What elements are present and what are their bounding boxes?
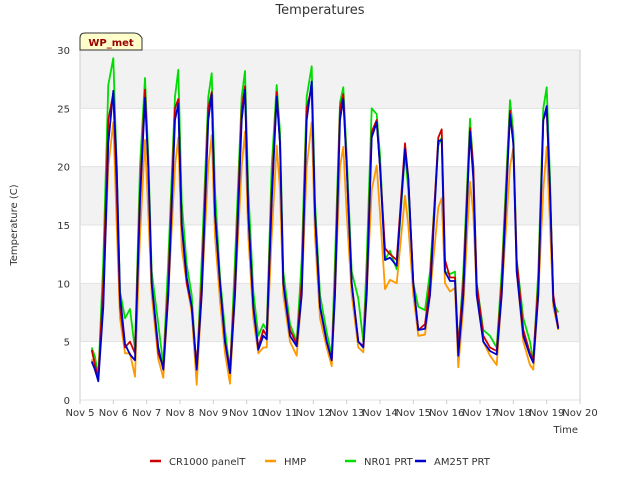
y-tick-label: 0 bbox=[64, 396, 70, 407]
x-tick-label: Nov 9 bbox=[199, 408, 228, 419]
plot-band bbox=[80, 50, 580, 109]
legend: CR1000 panelT HMP NR01 PRT AM25T PRT bbox=[150, 457, 491, 468]
x-tick-label: Nov 11 bbox=[262, 408, 297, 419]
y-tick-label: 25 bbox=[57, 104, 70, 115]
y-axis-label: Temperature (C) bbox=[9, 184, 20, 266]
chart-title: Temperatures bbox=[274, 3, 364, 18]
x-tick-label: Nov 7 bbox=[132, 408, 161, 419]
station-label: WP_met bbox=[88, 38, 134, 49]
y-tick-label: 5 bbox=[64, 338, 70, 349]
station-badge: WP_met bbox=[79, 32, 143, 51]
legend-label: HMP bbox=[284, 457, 306, 468]
y-tick-label: 10 bbox=[57, 279, 70, 290]
plot-band bbox=[80, 166, 580, 225]
y-tick-label: 20 bbox=[57, 163, 70, 174]
x-tick-label: Nov 15 bbox=[396, 408, 431, 419]
x-axis-label: Time bbox=[553, 425, 578, 436]
x-tick-label: Nov 17 bbox=[462, 408, 497, 419]
x-tick-label: Nov 13 bbox=[329, 408, 364, 419]
plot-background-bands bbox=[80, 50, 580, 400]
x-tick-label: Nov 19 bbox=[529, 408, 564, 419]
station-badge-box bbox=[79, 32, 143, 51]
x-tick-label: Nov 8 bbox=[165, 408, 194, 419]
series-line bbox=[90, 80, 560, 383]
plot-band bbox=[80, 283, 580, 342]
x-tick-label: Nov 14 bbox=[362, 408, 397, 419]
legend-label: AM25T PRT bbox=[434, 457, 491, 468]
plot-band bbox=[80, 108, 580, 167]
series-lines bbox=[90, 57, 560, 386]
plot-band bbox=[80, 225, 580, 284]
x-tick-label: Nov 20 bbox=[562, 408, 597, 419]
x-tick-label: Nov 5 bbox=[65, 408, 94, 419]
x-tick-label: Nov 10 bbox=[229, 408, 264, 419]
x-tick-label: Nov 6 bbox=[99, 408, 128, 419]
x-tick-label: Nov 16 bbox=[429, 408, 464, 419]
y-tick-label: 30 bbox=[57, 46, 70, 57]
x-tick-label: Nov 18 bbox=[496, 408, 531, 419]
legend-label: NR01 PRT bbox=[364, 457, 414, 468]
y-tick-label: 15 bbox=[57, 221, 70, 232]
x-tick-label: Nov 12 bbox=[296, 408, 331, 419]
legend-label: CR1000 panelT bbox=[169, 457, 246, 468]
